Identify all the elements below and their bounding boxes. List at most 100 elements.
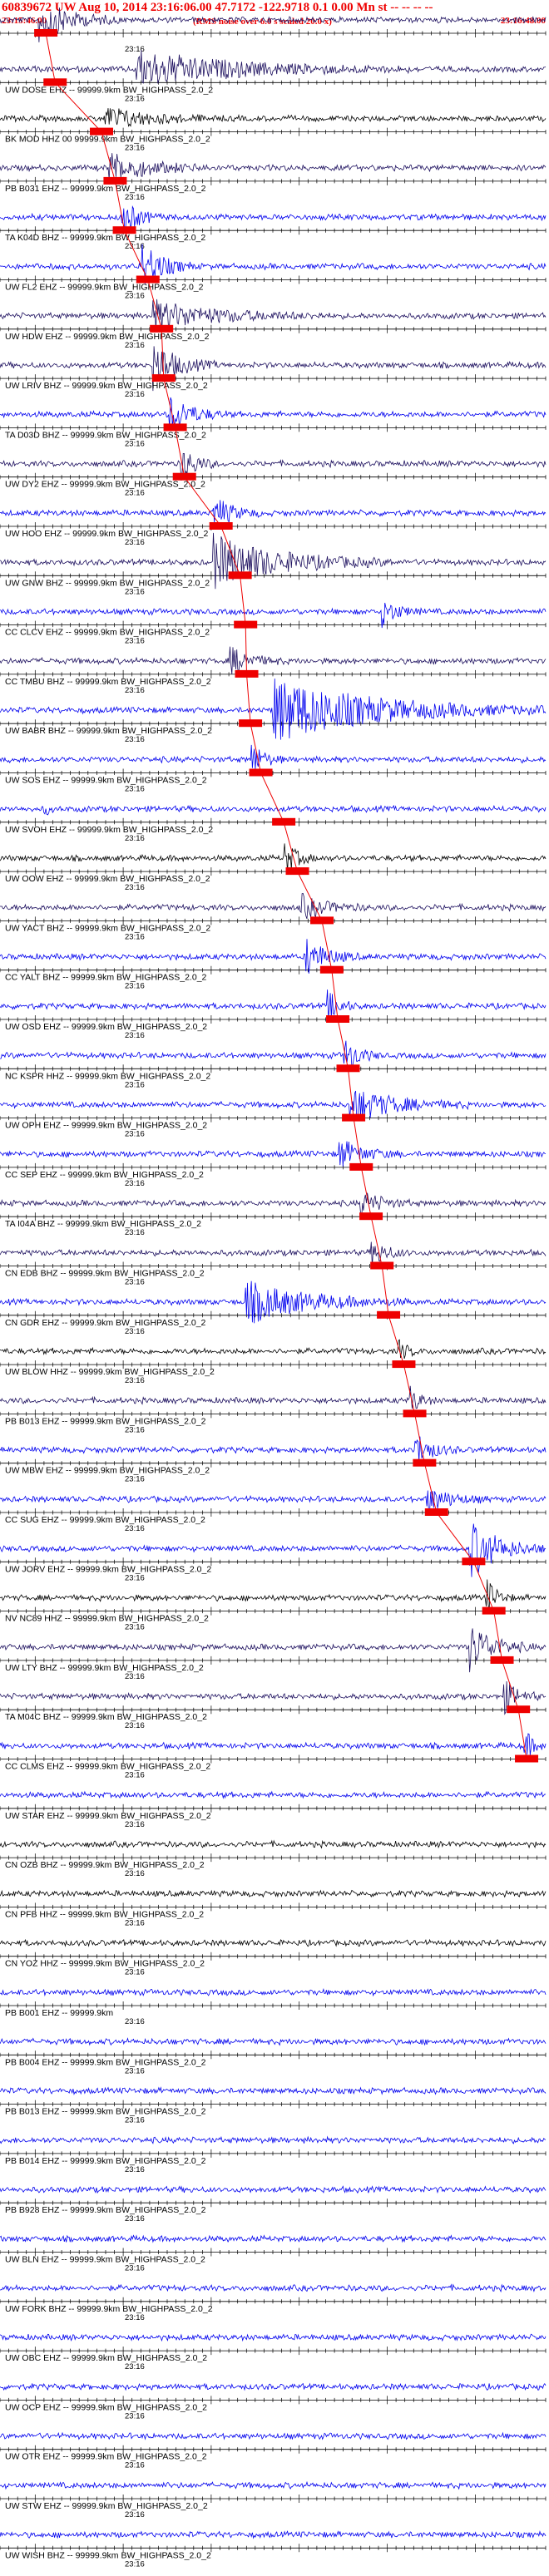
time-tick-label: 23:16 bbox=[125, 144, 145, 153]
waveform-trace bbox=[0, 532, 547, 590]
waveform-trace bbox=[0, 1385, 547, 1409]
trace-time-ticks bbox=[0, 965, 547, 975]
station-label: CC CLCV EHZ -- 99999.9km BW_HIGHPASS_2.0… bbox=[5, 628, 210, 638]
waveform-trace bbox=[0, 453, 547, 481]
trace-time-ticks bbox=[0, 2544, 547, 2553]
start-time: 23:15:46.00 bbox=[2, 16, 47, 26]
time-tick-label: 23:16 bbox=[125, 2461, 145, 2470]
time-tick-label: 23:16 bbox=[125, 834, 145, 843]
waveform-trace bbox=[0, 1733, 547, 1755]
time-tick-label: 23:16 bbox=[125, 883, 145, 892]
waveform-trace bbox=[0, 2135, 547, 2144]
trace-time-ticks bbox=[0, 2248, 547, 2257]
time-tick-label: 23:16 bbox=[125, 2066, 145, 2075]
time-tick-label: 23:16 bbox=[125, 538, 145, 547]
event-title: 60839672 UW Aug 10, 2014 23:16:06.00 47.… bbox=[2, 1, 433, 14]
trace-time-ticks bbox=[0, 1557, 547, 1567]
waveform-trace bbox=[0, 804, 547, 816]
waveform-trace bbox=[0, 50, 547, 84]
station-label: UW FORK BHZ -- 99999.9km BW_HIGHPASS_2.0… bbox=[5, 2304, 213, 2314]
waveform-trace bbox=[0, 939, 547, 974]
station-label: UW BABR BHZ -- 99999.9km BW_HIGHPASS_2.0… bbox=[5, 726, 212, 736]
trace-time-ticks bbox=[0, 916, 547, 925]
trace-time-ticks bbox=[0, 1409, 547, 1419]
time-tick-label: 23:16 bbox=[125, 1918, 145, 1927]
waveform-trace bbox=[0, 1141, 547, 1167]
time-tick-label: 23:16 bbox=[125, 2165, 145, 2174]
time-tick-label: 23:16 bbox=[125, 2264, 145, 2273]
waveform-trace bbox=[0, 602, 547, 629]
waveform-trace bbox=[0, 2037, 547, 2046]
time-tick-label: 23:16 bbox=[125, 2313, 145, 2322]
station-label: UW JORV EHZ -- 99999.9km BW_HIGHPASS_2.0… bbox=[5, 1564, 211, 1574]
trace-time-ticks bbox=[0, 522, 547, 530]
time-tick-label: 23:16 bbox=[125, 686, 145, 695]
station-label: UW DY2 EHZ -- 99999.9km BW_HIGHPASS_2.0_… bbox=[5, 480, 205, 490]
time-tick-label: 23:16 bbox=[125, 2510, 145, 2519]
waveform-trace bbox=[0, 2234, 547, 2243]
waveform-trace bbox=[0, 2480, 547, 2490]
time-tick-label: 23:16 bbox=[125, 341, 145, 350]
time-tick-label: 23:16 bbox=[125, 1278, 145, 1287]
time-tick-label: 23:16 bbox=[125, 1623, 145, 1632]
waveform-trace bbox=[0, 1192, 547, 1219]
time-tick-label: 23:16 bbox=[125, 1869, 145, 1878]
trace-time-ticks bbox=[0, 2297, 547, 2306]
station-label: CN EDB BHZ -- 99999.9km BW_HIGHPASS_2.0_… bbox=[5, 1269, 205, 1279]
time-tick-label: 23:16 bbox=[125, 390, 145, 399]
time-tick-label: 23:16 bbox=[125, 2116, 145, 2125]
waveform-trace bbox=[0, 2530, 547, 2539]
time-tick-label: 23:16 bbox=[125, 1820, 145, 1829]
trace-time-ticks bbox=[0, 1015, 547, 1024]
trace-time-ticks bbox=[0, 817, 547, 827]
plot-header: 60839672 UW Aug 10, 2014 23:16:06.00 47.… bbox=[0, 0, 549, 37]
station-label: UW OOW EHZ -- 99999.9km BW_HIGHPASS_2.0_… bbox=[5, 874, 210, 884]
station-label: UW OBC EHZ -- 99999.9km BW_HIGHPASS_2.0_… bbox=[5, 2353, 207, 2363]
station-label: UW YACT BHZ -- 99999.9km BW_HIGHPASS_2.0… bbox=[5, 923, 210, 933]
trace-time-ticks bbox=[0, 275, 547, 284]
waveform-trace bbox=[0, 1790, 547, 1799]
station-label: CC SEP EHZ -- 99999.9km BW_HIGHPASS_2.0_… bbox=[5, 1170, 204, 1180]
station-label: UW STAR EHZ -- 99999.9km BW_HIGHPASS_2.0… bbox=[5, 1811, 211, 1821]
time-tick-label: 23:16 bbox=[125, 1475, 145, 1484]
trace-time-ticks bbox=[0, 1261, 547, 1271]
time-tick-label: 23:16 bbox=[125, 735, 145, 744]
time-tick-label: 23:16 bbox=[125, 292, 145, 301]
station-label: PB B013 EHZ -- 99999.9km BW_HIGHPASS_2.0… bbox=[5, 2107, 206, 2117]
waveform-trace bbox=[0, 893, 547, 920]
time-tick-label: 23:16 bbox=[125, 489, 145, 498]
waveform-trace bbox=[0, 397, 547, 430]
station-label: CC TMBU BHZ -- 99999.9km BW_HIGHPASS_2.0… bbox=[5, 677, 211, 687]
station-label: NV NC89 HHZ -- 99999.9km BW_HIGHPASS_2.0… bbox=[5, 1614, 209, 1624]
waveform-trace bbox=[0, 108, 547, 127]
station-label: PB B928 EHZ -- 99999.9km BW_HIGHPASS_2.0… bbox=[5, 2205, 206, 2215]
pick-marker bbox=[34, 29, 58, 37]
time-tick-label: 23:16 bbox=[125, 1031, 145, 1040]
waveform-trace bbox=[0, 679, 547, 740]
waveform-trace bbox=[0, 843, 547, 873]
time-tick-label: 23:16 bbox=[125, 1425, 145, 1434]
station-label: UW SOS EHZ -- 99999.9km BW_HIGHPASS_2.0_… bbox=[5, 776, 207, 786]
station-label: NC KSPR HHZ -- 99999.9km BW_HIGHPASS_2.0… bbox=[5, 1071, 210, 1081]
time-tick-label: 23:16 bbox=[125, 1327, 145, 1336]
trace-time-ticks bbox=[0, 2495, 547, 2503]
waveform-trace bbox=[0, 1090, 547, 1119]
waveform-trace bbox=[0, 2333, 547, 2342]
waveform-trace bbox=[0, 500, 547, 523]
waveform-trace bbox=[0, 2086, 547, 2095]
waveform-trace bbox=[0, 1938, 547, 1947]
station-label: UW DOSE EHZ -- 99999.9km BW_HIGHPASS_2.0… bbox=[5, 85, 213, 95]
station-label: UW FL2 EHZ -- 99999.9km BW_HIGHPASS_2.0_… bbox=[5, 283, 204, 293]
waveform-trace bbox=[0, 2283, 547, 2293]
trace-time-ticks bbox=[0, 2050, 547, 2060]
station-label: UW HOO EHZ -- 99999.9km BW_HIGHPASS_2.0_… bbox=[5, 529, 208, 539]
waveform-trace bbox=[0, 1680, 547, 1715]
station-label: CN PFB HHZ -- 99999.9km BW_HIGHPASS_2.0_… bbox=[5, 1909, 204, 1919]
station-label: UW STW EHZ -- 99999.9km BW_HIGHPASS_2.0_… bbox=[5, 2501, 208, 2511]
trace-time-ticks bbox=[0, 1754, 547, 1764]
trace-time-ticks bbox=[0, 1113, 547, 1123]
trace-time-ticks bbox=[0, 2445, 547, 2454]
waveform-trace bbox=[0, 1523, 547, 1577]
time-tick-label: 23:16 bbox=[125, 1524, 145, 1533]
station-label: TA D03D BHZ -- 99999.9km BW_HIGHPASS_2.0… bbox=[5, 430, 206, 440]
